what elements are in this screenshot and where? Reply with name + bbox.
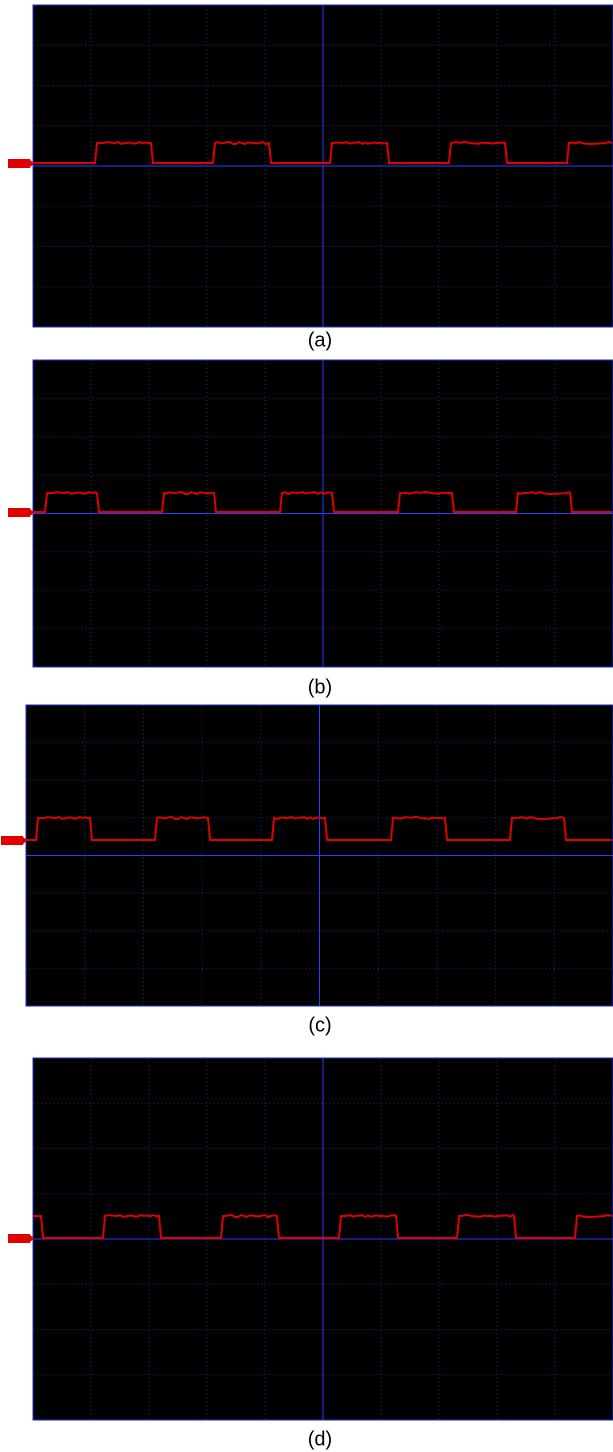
ground-marker <box>8 508 30 517</box>
ground-marker <box>8 159 30 168</box>
caption: (c) <box>308 1014 331 1036</box>
ground-marker <box>8 1234 30 1243</box>
ground-marker <box>1 836 23 845</box>
caption: (a) <box>308 329 332 351</box>
page: (a)(b)(c)(d) (() => { const data = JSON.… <box>0 0 613 1452</box>
caption: (d) <box>308 1428 332 1450</box>
figure: (a) (b) (c) (d) <box>0 0 613 1452</box>
caption: (b) <box>308 676 332 698</box>
